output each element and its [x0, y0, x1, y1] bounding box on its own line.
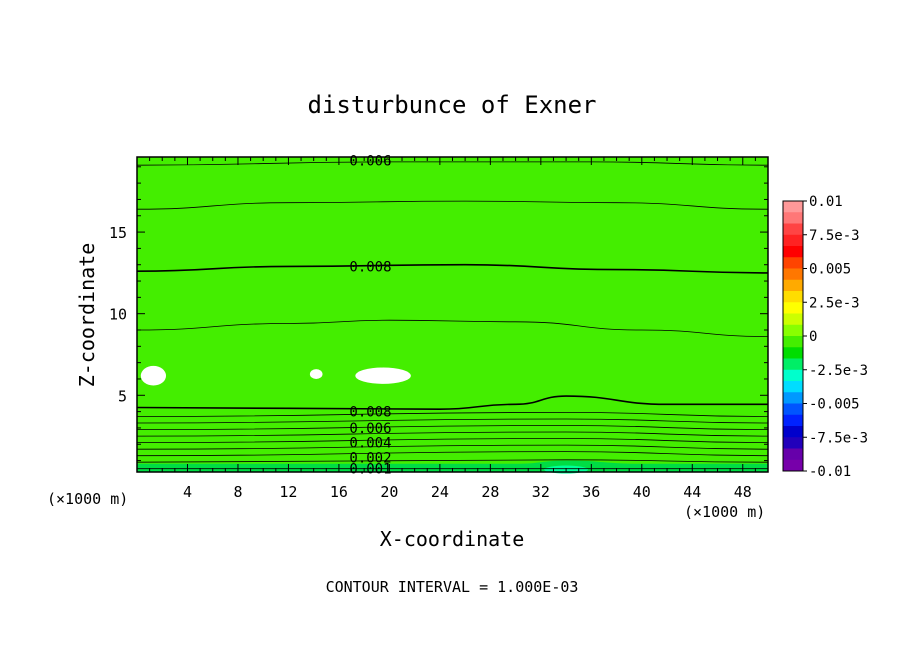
colorbar-swatch — [783, 234, 803, 247]
colorbar-label: 0.01 — [809, 194, 843, 210]
masked-region — [355, 367, 411, 384]
y-tick-label: 10 — [109, 306, 127, 324]
colorbar-label: -2.5e-3 — [809, 363, 868, 379]
x-tick-label: 16 — [330, 483, 348, 501]
colorbar-label: 2.5e-3 — [809, 295, 860, 311]
colorbar-swatch — [783, 414, 803, 427]
contour-line — [136, 451, 769, 457]
y-axis-label: Z-coordinate — [75, 243, 99, 388]
colorbar-swatch — [783, 257, 803, 269]
colorbar-label: -7.5e-3 — [809, 430, 868, 446]
contour-lines — [136, 161, 769, 470]
contour-line — [136, 431, 769, 437]
x-tick-label: 12 — [279, 483, 297, 501]
contour-line — [136, 418, 769, 424]
x-tick-label: 20 — [380, 483, 398, 501]
contour-line — [136, 200, 769, 210]
contour-label: 0.002 — [349, 450, 391, 466]
colorbar-swatch — [783, 223, 803, 236]
colorbar-label: -0.005 — [809, 397, 860, 413]
colorbar-swatch — [783, 313, 803, 326]
contour-label: 0.006 — [349, 421, 391, 437]
colorbar-swatch — [783, 336, 803, 348]
contour-line — [136, 319, 769, 337]
colorbar-label: 0.005 — [809, 262, 851, 278]
colorbar — [782, 200, 804, 472]
x-tick-label: 40 — [633, 483, 651, 501]
contour-line — [136, 411, 769, 417]
x-tick-label: 24 — [431, 483, 449, 501]
x-tick-label: 28 — [481, 483, 499, 501]
contour-line — [136, 459, 769, 463]
contour-line — [136, 444, 769, 450]
colorbar-swatch — [783, 448, 803, 461]
x-tick-label: 8 — [233, 483, 242, 501]
colorbar-swatch — [783, 437, 803, 449]
contour-line — [136, 161, 769, 166]
x-tick-label: 48 — [734, 483, 752, 501]
colorbar-swatch — [783, 381, 803, 393]
colorbar-swatch — [783, 459, 803, 472]
axis-ticks — [137, 157, 768, 472]
contour-label: 0.008 — [349, 405, 391, 421]
colorbar-swatch — [783, 347, 803, 359]
x-unit-left: (×1000 m) — [47, 490, 128, 508]
y-tick-label: 15 — [109, 224, 127, 242]
masked-region — [140, 365, 167, 386]
chart-title: disturbunce of Exner — [308, 91, 597, 119]
x-axis-label: X-coordinate — [380, 527, 525, 551]
colorbar-swatch — [783, 201, 803, 213]
colorbar-swatch — [783, 268, 803, 281]
colorbar-swatch — [783, 246, 803, 258]
colorbar-swatch — [783, 369, 803, 382]
band-fill — [137, 157, 768, 464]
colorbar-swatch — [783, 212, 803, 224]
contour-label: 0.001 — [349, 462, 391, 478]
colorbar-swatch — [783, 426, 803, 438]
colorbar-labels: 0.01 7.5e-3 0.005 2.5e-3 0 -2.5e-3 -0.005 -7.5e… — [803, 194, 868, 480]
colorbar-label: -0.01 — [809, 464, 851, 480]
colorbar-swatch — [783, 279, 803, 292]
x-tick-label: 32 — [532, 483, 550, 501]
contour-line — [136, 438, 769, 443]
contour-line — [136, 425, 769, 430]
contour-label: 0.006 — [349, 153, 391, 169]
contour-line — [136, 263, 769, 274]
x-unit-right: (×1000 m) — [684, 503, 765, 521]
colorbar-swatch — [783, 392, 803, 404]
colorbar-label: 7.5e-3 — [809, 228, 860, 244]
contour-label: 0.004 — [349, 436, 391, 452]
colorbar-label: 0 — [809, 329, 817, 345]
y-tick-label: 5 — [118, 387, 127, 405]
contour-interval-note: CONTOUR INTERVAL = 1.000E-03 — [326, 578, 579, 596]
y-tick-labels: 5 10 15 — [109, 224, 127, 405]
x-tick-label: 44 — [683, 483, 701, 501]
contour-line — [136, 395, 768, 411]
colorbar-swatch — [783, 302, 803, 314]
x-tick-label: 4 — [183, 483, 192, 501]
colorbar-swatch — [783, 403, 803, 416]
contour-label: 0.008 — [349, 259, 391, 275]
colorbar-swatch — [783, 291, 803, 303]
x-tick-labels: 4 8 12 16 20 24 28 32 36 40 44 48 — [183, 483, 752, 501]
x-tick-label: 36 — [582, 483, 600, 501]
colorbar-swatch — [783, 324, 803, 337]
colorbar-swatch — [783, 358, 803, 371]
masked-region — [309, 369, 323, 379]
